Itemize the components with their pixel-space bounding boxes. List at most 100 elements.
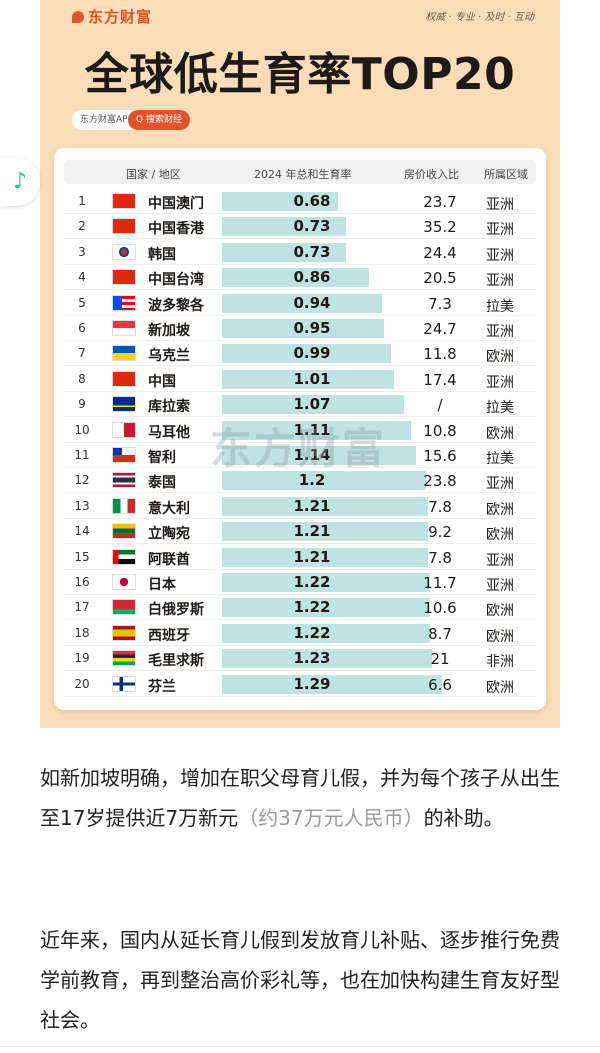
brand-mark-icon [72, 11, 84, 23]
row-region: 拉美 [486, 451, 514, 467]
tfr-bar [222, 268, 369, 288]
tfr-bar [222, 192, 338, 211]
row-tfr: 1.29 [293, 674, 331, 693]
row-ratio: 15.6 [423, 447, 457, 465]
table-row: 12 泰国 1.2 23.8 亚洲 [64, 468, 536, 494]
table-row: 10 马耳他 1.11 10.8 欧洲 [64, 418, 536, 443]
table-row: 20 芬兰 1.29 6.6 欧洲 [64, 672, 536, 697]
row-region: 亚洲 [486, 324, 514, 340]
music-float-button[interactable]: ♪ [0, 158, 40, 206]
row-rank: 9 [78, 397, 86, 412]
row-divider [64, 492, 536, 494]
row-country: 智利 [148, 450, 176, 466]
row-ratio: 9.2 [428, 523, 452, 542]
row-ratio: 35.2 [423, 218, 457, 237]
row-country: 中国台湾 [148, 272, 204, 289]
table-row: 11 智利 1.14 15.6 拉美 [64, 443, 536, 468]
row-divider [64, 619, 536, 621]
ranking-table: 国家 / 地区 2024 年总和生育率 房价收入比 所属区域 1 中国澳门 0.68… [54, 148, 546, 710]
row-divider [64, 441, 536, 443]
row-tfr: 0.95 [293, 319, 331, 337]
row-ratio: 20.5 [423, 269, 457, 288]
paragraph-1-text: 如新加坡明确，增加在职父母育儿假，并为每个孩子从出生至17岁提供近7万新元 [40, 766, 560, 830]
table-row: 2 中国香港 0.73 35.2 亚洲 [64, 214, 536, 240]
row-country: 乌克兰 [148, 348, 190, 365]
finland-flag [112, 675, 136, 692]
malta-flag [112, 421, 136, 438]
row-rank: 17 [74, 600, 90, 615]
row-country: 西班牙 [148, 627, 190, 644]
row-tfr: 1.14 [293, 446, 331, 464]
table-row: 8 中国 1.01 17.4 亚洲 [64, 367, 536, 392]
row-rank: 18 [74, 625, 90, 640]
poster-title: 全球低生育率TOP20 [84, 49, 516, 100]
row-tfr: 1.22 [293, 623, 331, 642]
row-rank: 6 [78, 321, 86, 335]
row-region: 亚洲 [486, 476, 514, 493]
ranking-poster: 东方财富 权威 · 专业 · 及时 · 互动 全球低生育率TOP20 东方财富A… [40, 0, 560, 728]
table-row: 15 阿联酋 1.21 7.8 亚洲 [64, 545, 536, 570]
row-divider [64, 695, 536, 697]
china-flag [112, 370, 136, 387]
table-row: 3 韩国 0.73 24.4 亚洲 [64, 240, 536, 265]
tfr-bar [222, 242, 347, 262]
row-region: 亚洲 [486, 222, 514, 239]
row-rank: 7 [78, 346, 86, 361]
row-divider [64, 467, 536, 468]
table-row: 14 立陶宛 1.21 9.2 欧洲 [64, 519, 536, 545]
row-region: 亚洲 [486, 552, 514, 569]
table-row: 6 新加坡 0.95 24.7 亚洲 [64, 316, 536, 341]
row-tfr: 0.73 [293, 242, 331, 261]
row-tfr: 0.99 [293, 344, 331, 363]
article-paragraph-1: 如新加坡明确，增加在职父母育儿假，并为每个孩子从出生至17岁提供近7万新元（约3… [40, 758, 562, 838]
row-ratio: 21 [430, 650, 450, 669]
row-tfr: 0.68 [293, 192, 331, 210]
music-note-icon: ♪ [12, 169, 28, 194]
ukraine-flag [112, 345, 136, 362]
row-region: 亚洲 [486, 578, 514, 594]
row-rank: 10 [74, 422, 90, 437]
header-tfr: 2024 年总和生育率 [254, 168, 352, 181]
row-divider [64, 517, 536, 519]
row-ratio: 23.7 [423, 193, 457, 211]
row-country: 库拉索 [148, 399, 190, 416]
spain-flag [112, 624, 136, 641]
tfr-bar [222, 496, 429, 516]
search-badge: Q 搜索财经 [128, 110, 190, 130]
china-flag [112, 193, 136, 209]
korea-flag [112, 243, 136, 260]
table-row: 1 中国澳门 0.68 23.7 亚洲 [64, 189, 536, 214]
tfr-bar [222, 293, 383, 313]
row-ratio: 10.6 [423, 599, 457, 618]
row-country: 泰国 [148, 475, 176, 492]
row-rank: 19 [74, 651, 90, 666]
table-header: 国家 / 地区 2024 年总和生育率 房价收入比 所属区域 [64, 160, 536, 184]
row-rank: 3 [78, 244, 86, 259]
row-region: 拉美 [486, 400, 514, 417]
row-rank: 5 [78, 295, 86, 310]
row-rank: 8 [78, 371, 86, 386]
row-country: 意大利 [148, 500, 190, 517]
row-tfr: 1.21 [293, 547, 331, 566]
tfr-bar [222, 395, 405, 415]
row-region: 欧洲 [486, 425, 514, 442]
row-ratio: 23.8 [423, 472, 457, 491]
table-row: 19 毛里求斯 1.23 21 非洲 [64, 646, 536, 672]
row-region: 拉美 [486, 298, 514, 315]
row-tfr: 1.22 [293, 573, 331, 591]
puerto-rico-flag [112, 294, 136, 311]
divider [0, 1046, 600, 1047]
row-country: 中国香港 [148, 221, 204, 238]
row-tfr: 1.2 [298, 471, 326, 490]
row-rank: 4 [78, 270, 86, 285]
singapore-flag [112, 320, 136, 336]
tfr-bar [222, 217, 347, 237]
table-row: 5 波多黎各 0.94 7.3 拉美 [64, 291, 536, 316]
tfr-bar [222, 649, 432, 669]
chile-flag [112, 447, 136, 463]
row-divider [64, 314, 536, 316]
row-tfr: 1.01 [293, 369, 331, 388]
row-ratio: 7.8 [428, 497, 452, 516]
row-ratio: 24.4 [423, 243, 457, 262]
watermark: 东方财富 [210, 424, 387, 473]
